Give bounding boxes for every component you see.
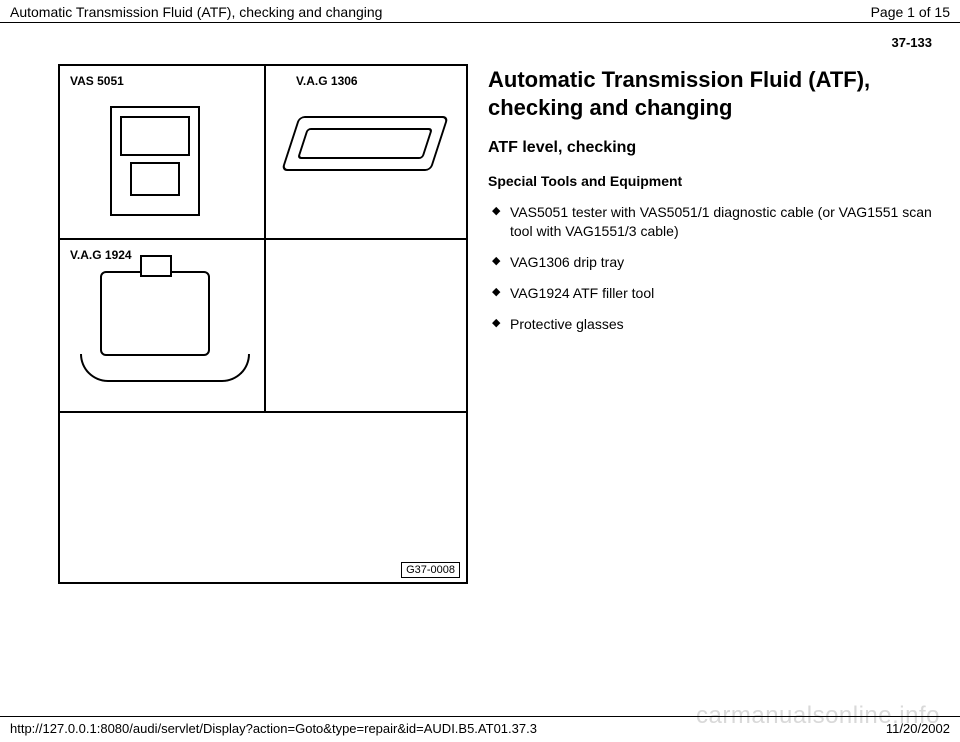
grid-line-h1 — [60, 238, 466, 240]
figure-label-top-left: VAS 5051 — [70, 74, 124, 88]
grid-line-v — [264, 66, 266, 411]
grid-line-h2 — [60, 411, 466, 413]
figure-column: VAS 5051 V.A.G 1306 V.A.G 1924 G37-0008 — [58, 64, 468, 584]
footer-bar: http://127.0.0.1:8080/audi/servlet/Displ… — [0, 716, 960, 736]
header-page-indicator: Page 1 of 15 — [871, 4, 950, 20]
drip-tray-icon — [281, 116, 449, 171]
subtitle: ATF level, checking — [488, 139, 932, 157]
footer-date: 11/20/2002 — [886, 721, 950, 736]
page-title: Automatic Transmission Fluid (ATF), chec… — [488, 66, 932, 121]
section-heading: Special Tools and Equipment — [488, 173, 932, 189]
list-item: VAG1306 drip tray — [492, 253, 932, 272]
page-number-corner: 37-133 — [28, 35, 932, 50]
list-item: VAS5051 tester with VAS5051/1 diagnostic… — [492, 203, 932, 241]
tools-list: VAS5051 tester with VAS5051/1 diagnostic… — [488, 203, 932, 333]
footer-url: http://127.0.0.1:8080/audi/servlet/Displ… — [10, 721, 537, 736]
figure-corner-tag: G37-0008 — [401, 562, 460, 578]
filler-tool-icon — [100, 271, 210, 356]
header-title: Automatic Transmission Fluid (ATF), chec… — [10, 4, 382, 20]
figure-box: VAS 5051 V.A.G 1306 V.A.G 1924 G37-0008 — [58, 64, 468, 584]
tester-icon — [110, 106, 200, 216]
list-item: Protective glasses — [492, 315, 932, 334]
text-column: Automatic Transmission Fluid (ATF), chec… — [488, 64, 932, 345]
figure-label-top-right: V.A.G 1306 — [296, 74, 358, 88]
header-bar: Automatic Transmission Fluid (ATF), chec… — [0, 0, 960, 23]
list-item: VAG1924 ATF filler tool — [492, 284, 932, 303]
figure-label-mid-left: V.A.G 1924 — [70, 248, 132, 262]
filler-hose-icon — [80, 354, 250, 382]
columns: VAS 5051 V.A.G 1306 V.A.G 1924 G37-0008 … — [28, 64, 932, 584]
page-body: 37-133 VAS 5051 V.A.G 1306 V.A.G 1924 G3… — [0, 23, 960, 584]
